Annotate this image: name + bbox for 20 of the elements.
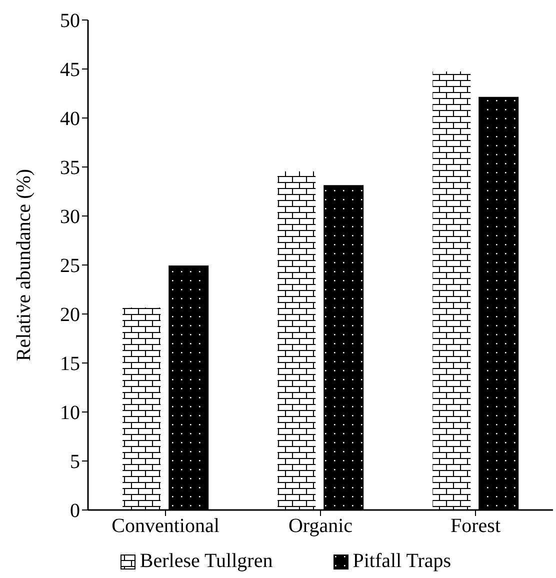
y-tick-label: 15 bbox=[60, 353, 80, 376]
y-tick-label: 0 bbox=[70, 500, 80, 522]
y-tick-label: 35 bbox=[60, 157, 80, 180]
y-tick-label: 40 bbox=[60, 108, 80, 130]
x-tick-label: Forest bbox=[450, 515, 501, 538]
y-tick-label: 20 bbox=[60, 304, 80, 326]
bar bbox=[122, 306, 162, 510]
x-tick-label: Conventional bbox=[112, 515, 220, 538]
legend-label: Berlese Tullgren bbox=[140, 550, 273, 573]
y-tick-label: 25 bbox=[60, 255, 80, 278]
y-tick-label: 5 bbox=[70, 451, 80, 474]
x-tick-label: Organic bbox=[288, 515, 353, 538]
bar bbox=[276, 170, 317, 510]
y-tick-label: 30 bbox=[60, 206, 80, 228]
y-tick-label: 45 bbox=[60, 59, 80, 82]
y-tick-label: 10 bbox=[60, 402, 80, 424]
y-axis-title: Relative abundance (%) bbox=[13, 168, 36, 362]
y-tick-label: 50 bbox=[60, 10, 80, 32]
bar bbox=[432, 70, 472, 510]
legend-label: Pitfall Traps bbox=[352, 550, 452, 573]
